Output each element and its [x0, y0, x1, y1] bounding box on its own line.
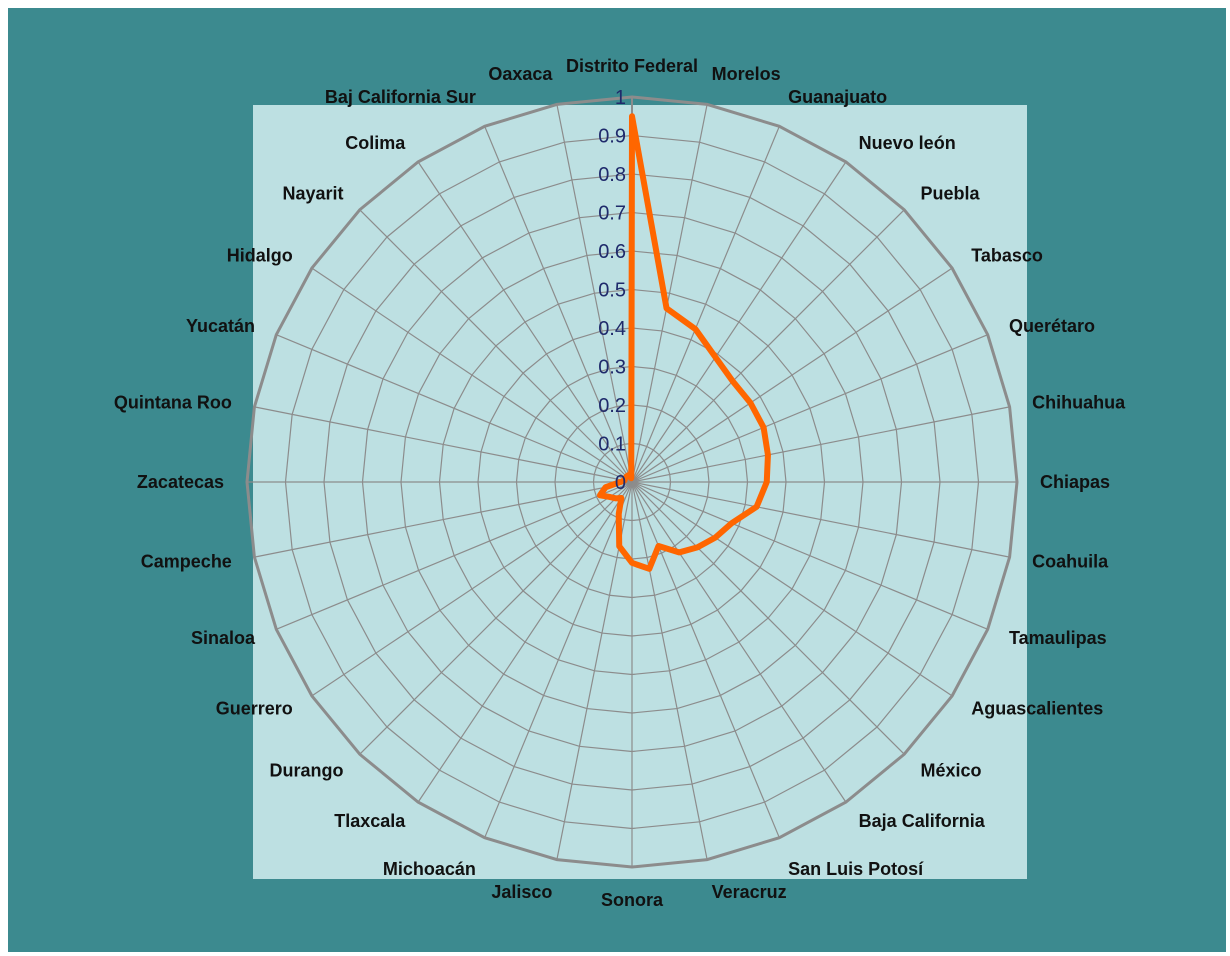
category-label: Guerrero [216, 699, 293, 719]
tick-label: 1 [615, 87, 626, 109]
tick-label: 0.2 [598, 395, 626, 417]
grid-spoke [311, 267, 633, 483]
grid-spoke [484, 481, 633, 838]
category-label: Zacatecas [137, 472, 224, 492]
category-label: Tabasco [971, 245, 1043, 265]
grid-spoke [276, 334, 633, 483]
grid-spoke [254, 406, 633, 483]
grid-spoke [311, 481, 633, 697]
grid-spoke [631, 126, 780, 483]
grid-spoke [631, 481, 708, 860]
tick-label: 0 [615, 472, 626, 494]
grid-spoke [631, 334, 988, 483]
category-label: Baja California [859, 811, 986, 831]
tick-label: 0.6 [598, 241, 626, 263]
category-label: Aguascalientes [971, 699, 1103, 719]
tick-label: 0.5 [598, 280, 626, 302]
category-label: Puebla [920, 184, 980, 204]
tick-label: 0.1 [598, 434, 626, 456]
grid-spoke [631, 481, 953, 697]
category-label: Sonora [601, 890, 664, 910]
category-label: Morelos [712, 64, 781, 84]
grid-spoke [631, 406, 1010, 483]
category-label: Tamaulipas [1009, 628, 1107, 648]
category-label: Distrito Federal [566, 56, 698, 76]
grid-spoke [631, 481, 905, 755]
category-label: Oaxaca [488, 64, 553, 84]
grid-spoke [631, 481, 780, 838]
category-label: Nuevo león [859, 133, 956, 153]
category-label: Tlaxcala [334, 811, 406, 831]
plot-area [253, 105, 1027, 879]
category-labels: Distrito Federal Morelos Guanajuato Nuevo l… [114, 56, 1126, 910]
category-label: Querétaro [1009, 316, 1095, 336]
category-label: Chiapas [1040, 472, 1110, 492]
grid-spoke [359, 481, 633, 755]
grid-spoke [631, 481, 1010, 558]
grid-spoke [276, 481, 633, 630]
category-label: Baj California Sur [325, 87, 476, 107]
category-label: México [920, 760, 981, 780]
grid-spoke [556, 104, 633, 483]
tick-label: 0.4 [598, 318, 626, 340]
category-label: Nayarit [282, 184, 343, 204]
grid-spoke [484, 126, 633, 483]
tick-label: 0.7 [598, 203, 626, 225]
series-layer [596, 113, 771, 572]
category-label: Jalisco [491, 882, 552, 902]
grid-spoke [359, 209, 633, 483]
category-label: Coahuila [1032, 552, 1109, 572]
category-label: Sinaloa [191, 628, 256, 648]
category-label: Colima [345, 133, 406, 153]
grid-spoke [631, 481, 847, 803]
category-label: Campeche [141, 552, 232, 572]
category-label: Guanajuato [788, 87, 887, 107]
category-label: Chihuahua [1032, 392, 1126, 412]
chart-frame [8, 8, 1226, 952]
tick-labels: 0 0.1 0.2 0.3 0.4 0.5 0.6 0.7 0.8 0.9 1 [598, 87, 626, 494]
grid-spoke [417, 481, 633, 803]
grid-spoke [631, 267, 953, 483]
tick-label: 0.9 [598, 126, 626, 148]
tick-label: 0.8 [598, 164, 626, 186]
category-label: Durango [270, 760, 344, 780]
category-label: Hidalgo [227, 245, 293, 265]
tick-label: 0.3 [598, 357, 626, 379]
category-label: Quintana Roo [114, 392, 232, 412]
grid-spoke [631, 209, 905, 483]
grid-spoke [631, 481, 988, 630]
grid-spoke [417, 161, 633, 483]
radar-grid [245, 95, 1019, 869]
category-label: Michoacán [383, 859, 476, 879]
category-label: Yucatán [186, 316, 255, 336]
category-label: San Luis Potosí [788, 859, 924, 879]
series-line [596, 113, 771, 572]
grid-spoke [631, 104, 708, 483]
grid-spoke [631, 161, 847, 483]
category-label: Veracruz [712, 882, 787, 902]
grid-spoke [254, 481, 633, 558]
